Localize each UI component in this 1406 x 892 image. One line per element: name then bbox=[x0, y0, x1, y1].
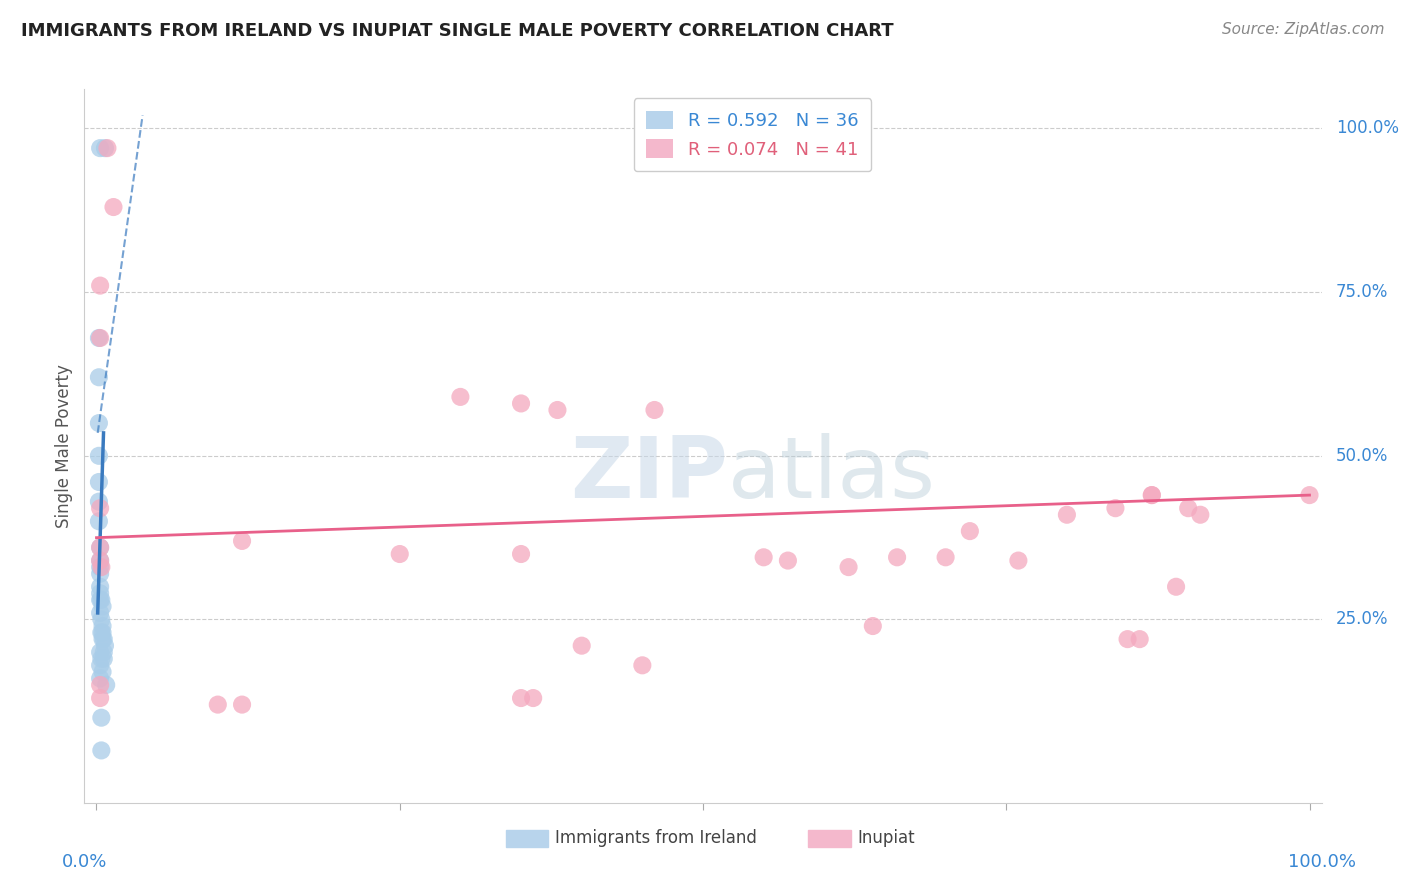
Point bbox=[1007, 553, 1029, 567]
Point bbox=[90, 612, 112, 626]
Point bbox=[91, 599, 114, 614]
Point bbox=[89, 566, 111, 581]
Point bbox=[89, 645, 111, 659]
Point bbox=[89, 553, 111, 567]
Point bbox=[87, 514, 110, 528]
Point bbox=[90, 625, 112, 640]
Point bbox=[103, 200, 125, 214]
Point bbox=[89, 541, 111, 555]
Point bbox=[87, 331, 110, 345]
Point bbox=[89, 586, 111, 600]
Point bbox=[388, 547, 411, 561]
Point bbox=[89, 678, 111, 692]
Point bbox=[1298, 488, 1320, 502]
Point bbox=[522, 691, 544, 706]
Point bbox=[89, 553, 111, 567]
Point bbox=[752, 550, 775, 565]
Point bbox=[90, 652, 112, 666]
Point bbox=[1140, 488, 1163, 502]
Point bbox=[231, 533, 253, 548]
Point bbox=[89, 331, 111, 345]
Point bbox=[90, 560, 112, 574]
Point bbox=[207, 698, 229, 712]
Point bbox=[96, 678, 118, 692]
Text: 25.0%: 25.0% bbox=[1336, 610, 1388, 629]
Text: 50.0%: 50.0% bbox=[1336, 447, 1388, 465]
Point bbox=[93, 645, 115, 659]
Legend: R = 0.592   N = 36, R = 0.074   N = 41: R = 0.592 N = 36, R = 0.074 N = 41 bbox=[634, 98, 872, 171]
Text: 75.0%: 75.0% bbox=[1336, 283, 1388, 301]
Text: Source: ZipAtlas.com: Source: ZipAtlas.com bbox=[1222, 22, 1385, 37]
Text: Immigrants from Ireland: Immigrants from Ireland bbox=[555, 830, 758, 847]
Point bbox=[89, 141, 111, 155]
Point bbox=[90, 592, 112, 607]
Y-axis label: Single Male Poverty: Single Male Poverty bbox=[55, 364, 73, 528]
Point bbox=[91, 665, 114, 679]
Point bbox=[89, 580, 111, 594]
Point bbox=[87, 370, 110, 384]
Point bbox=[90, 711, 112, 725]
Point bbox=[959, 524, 981, 538]
Point bbox=[89, 658, 111, 673]
Point bbox=[89, 278, 111, 293]
Point bbox=[94, 639, 117, 653]
Point bbox=[1164, 580, 1187, 594]
Point bbox=[93, 632, 115, 647]
Point bbox=[449, 390, 471, 404]
Point bbox=[510, 691, 533, 706]
Point bbox=[1104, 501, 1126, 516]
Point bbox=[862, 619, 884, 633]
Point bbox=[91, 625, 114, 640]
Point bbox=[1116, 632, 1139, 647]
Point bbox=[1140, 488, 1163, 502]
Point bbox=[89, 501, 111, 516]
Point bbox=[89, 560, 111, 574]
Point bbox=[1189, 508, 1212, 522]
Point bbox=[231, 698, 253, 712]
Point bbox=[510, 547, 533, 561]
Point bbox=[886, 550, 908, 565]
Point bbox=[87, 494, 110, 508]
Text: 0.0%: 0.0% bbox=[62, 853, 107, 871]
Point bbox=[776, 553, 799, 567]
Text: ZIP: ZIP bbox=[569, 433, 728, 516]
Point bbox=[87, 416, 110, 430]
Point bbox=[87, 449, 110, 463]
Point bbox=[1129, 632, 1152, 647]
Point bbox=[91, 619, 114, 633]
Point bbox=[89, 606, 111, 620]
Point bbox=[96, 141, 118, 155]
Point bbox=[89, 592, 111, 607]
Point bbox=[90, 743, 112, 757]
Point bbox=[1177, 501, 1199, 516]
Point bbox=[93, 652, 115, 666]
Text: 100.0%: 100.0% bbox=[1288, 853, 1355, 871]
Point bbox=[546, 403, 568, 417]
Point bbox=[631, 658, 654, 673]
Point bbox=[643, 403, 665, 417]
Point bbox=[87, 475, 110, 489]
Point bbox=[89, 691, 111, 706]
Point bbox=[91, 632, 114, 647]
Point bbox=[935, 550, 957, 565]
Point bbox=[838, 560, 860, 574]
Point bbox=[89, 541, 111, 555]
Text: 100.0%: 100.0% bbox=[1336, 120, 1399, 137]
Point bbox=[1056, 508, 1078, 522]
Point bbox=[94, 141, 117, 155]
Point bbox=[571, 639, 593, 653]
Text: Inupiat: Inupiat bbox=[858, 830, 915, 847]
Text: IMMIGRANTS FROM IRELAND VS INUPIAT SINGLE MALE POVERTY CORRELATION CHART: IMMIGRANTS FROM IRELAND VS INUPIAT SINGL… bbox=[21, 22, 894, 40]
Point bbox=[89, 672, 111, 686]
Point bbox=[510, 396, 533, 410]
Text: atlas: atlas bbox=[728, 433, 936, 516]
